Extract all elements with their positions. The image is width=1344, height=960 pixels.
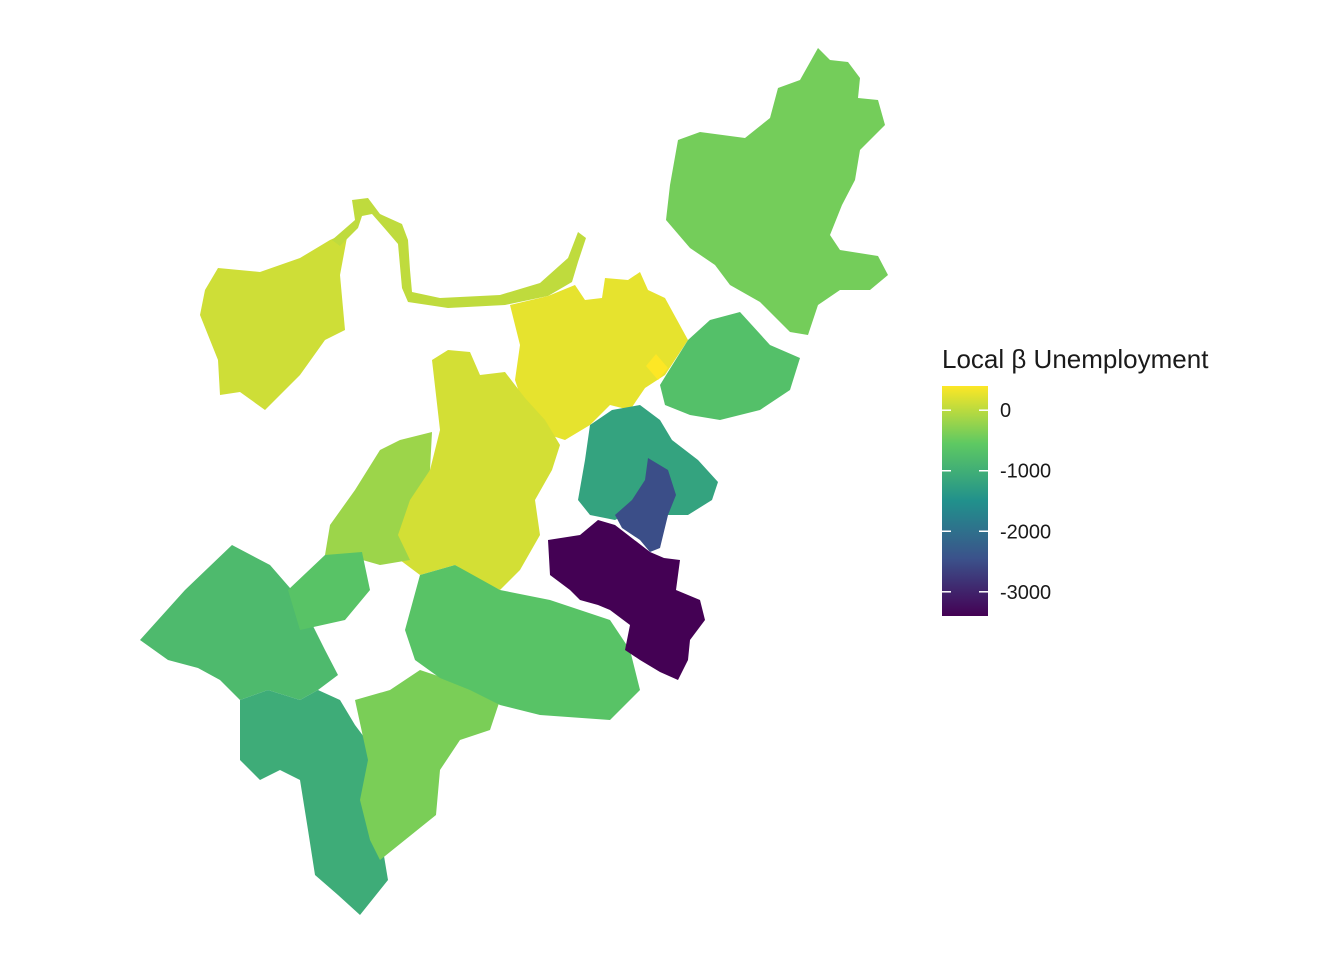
- choropleth-map: [140, 48, 888, 915]
- map-region-center-south: [288, 552, 640, 720]
- map-region-west-cluster: [140, 545, 338, 700]
- map-region-bright-spot: [646, 354, 668, 380]
- map-region-northwest-block: [200, 232, 348, 410]
- map-region-northeast-block: [666, 48, 888, 335]
- map-region-center-west: [325, 432, 432, 565]
- map-region-east-blue: [615, 458, 676, 552]
- legend-colorbar: [942, 386, 988, 616]
- map-region-river-strip: [332, 198, 586, 308]
- legend-ticks: 0 -1000 -2000 -3000: [942, 400, 1051, 604]
- map-region-south-west-strip: [240, 690, 388, 915]
- legend-title: Local β Unemployment: [942, 344, 1209, 374]
- legend-tick-label: -2000: [1000, 521, 1051, 543]
- legend-tick-label: -3000: [1000, 582, 1051, 604]
- map-region-east-coast: [660, 312, 800, 420]
- map-region-center-core: [395, 350, 560, 590]
- map-region-south-green: [355, 670, 500, 860]
- legend: Local β Unemployment 0 -1000 -2000 -3000: [942, 344, 1209, 616]
- map-region-east-dark: [548, 520, 705, 680]
- map-region-north-center: [510, 272, 688, 440]
- legend-tick-label: -1000: [1000, 461, 1051, 483]
- legend-tick-label: 0: [1000, 400, 1011, 422]
